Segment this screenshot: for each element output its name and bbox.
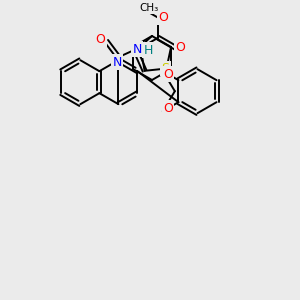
Text: N: N (113, 56, 122, 69)
Text: S: S (161, 62, 169, 75)
Text: CH₃: CH₃ (139, 3, 158, 13)
Text: O: O (163, 68, 173, 81)
Text: H: H (144, 44, 153, 57)
Text: O: O (176, 41, 185, 54)
Text: O: O (163, 102, 173, 115)
Text: N: N (133, 43, 142, 56)
Text: O: O (95, 33, 105, 46)
Text: O: O (158, 11, 168, 24)
